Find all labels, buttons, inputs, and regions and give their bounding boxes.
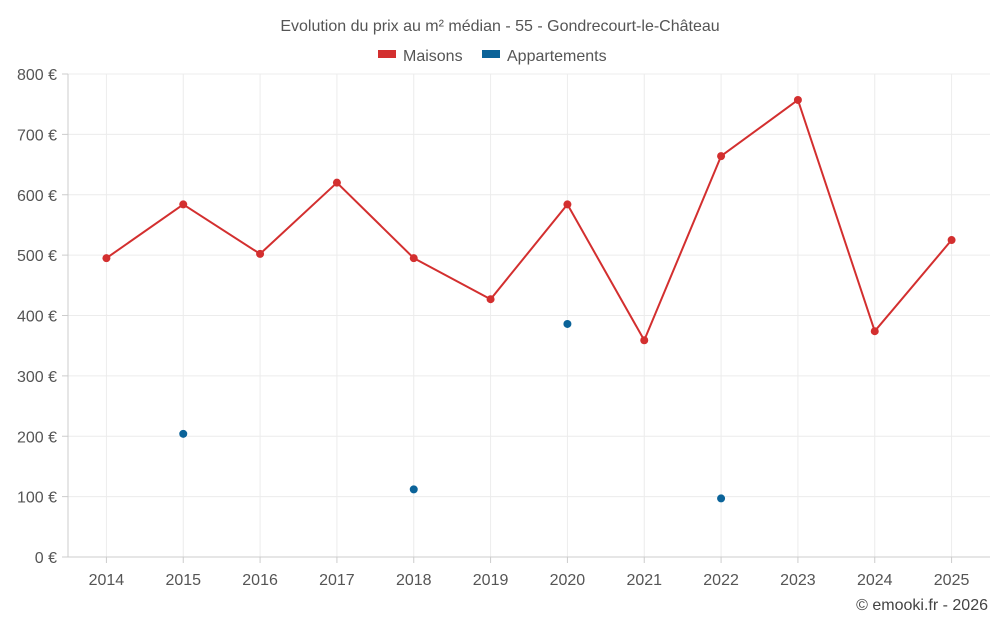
x-tick-label: 2023 xyxy=(780,572,816,589)
data-point-maisons[interactable] xyxy=(179,200,188,209)
data-point-maisons[interactable] xyxy=(486,295,495,304)
x-tick-label: 2017 xyxy=(319,572,355,589)
data-point-appartements[interactable] xyxy=(563,319,572,328)
grid xyxy=(68,73,990,558)
chart-title: Evolution du prix au m² médian - 55 - Go… xyxy=(280,18,719,35)
y-tick-label: 500 € xyxy=(17,248,57,265)
y-tick-label: 400 € xyxy=(17,309,57,326)
data-point-appartements[interactable] xyxy=(179,429,188,438)
legend-item-maisons[interactable]: Maisons xyxy=(378,48,463,65)
x-tick-label: 2018 xyxy=(396,572,432,589)
data-point-maisons[interactable] xyxy=(102,254,111,263)
x-tick-label: 2020 xyxy=(550,572,586,589)
axes: 0 € 100 € 200 € 300 € 400 € 500 € 600 € 700 € 80… xyxy=(17,67,990,589)
x-tick-label: 2014 xyxy=(89,572,125,589)
data-point-maisons[interactable] xyxy=(793,95,802,104)
x-tick-label: 2019 xyxy=(473,572,509,589)
y-tick-label: 700 € xyxy=(17,127,57,144)
legend-label-maisons: Maisons xyxy=(403,48,463,65)
data-point-maisons[interactable] xyxy=(947,236,956,245)
legend-swatch-maisons xyxy=(378,50,396,58)
legend-item-appartements[interactable]: Appartements xyxy=(482,48,607,65)
y-tick-label: 100 € xyxy=(17,490,57,507)
data-point-appartements[interactable] xyxy=(717,494,726,503)
x-tick-label: 2024 xyxy=(857,572,893,589)
data-point-maisons[interactable] xyxy=(409,254,418,263)
y-tick-label: 0 € xyxy=(35,550,57,567)
legend-label-appartements: Appartements xyxy=(507,48,607,65)
credit-text: © emooki.fr - 2026 xyxy=(856,597,988,614)
legend-swatch-appartements xyxy=(482,50,500,58)
legend: Maisons Appartements xyxy=(378,48,607,65)
x-tick-label: 2021 xyxy=(626,572,662,589)
x-tick-label: 2016 xyxy=(242,572,278,589)
series-line-maisons xyxy=(105,98,953,342)
data-point-maisons[interactable] xyxy=(563,200,572,209)
y-tick-label: 800 € xyxy=(17,67,57,84)
x-tick-label: 2025 xyxy=(934,572,970,589)
data-point-maisons[interactable] xyxy=(870,327,879,336)
data-point-appartements[interactable] xyxy=(409,485,418,494)
data-point-maisons[interactable] xyxy=(640,336,649,345)
series xyxy=(102,95,956,503)
y-tick-label: 200 € xyxy=(17,429,57,446)
y-tick-label: 300 € xyxy=(17,369,57,386)
y-tick-label: 600 € xyxy=(17,188,57,205)
data-point-maisons[interactable] xyxy=(332,178,341,187)
x-tick-label: 2015 xyxy=(165,572,201,589)
data-point-maisons[interactable] xyxy=(256,249,265,258)
data-point-maisons[interactable] xyxy=(717,152,726,161)
x-tick-label: 2022 xyxy=(703,572,739,589)
